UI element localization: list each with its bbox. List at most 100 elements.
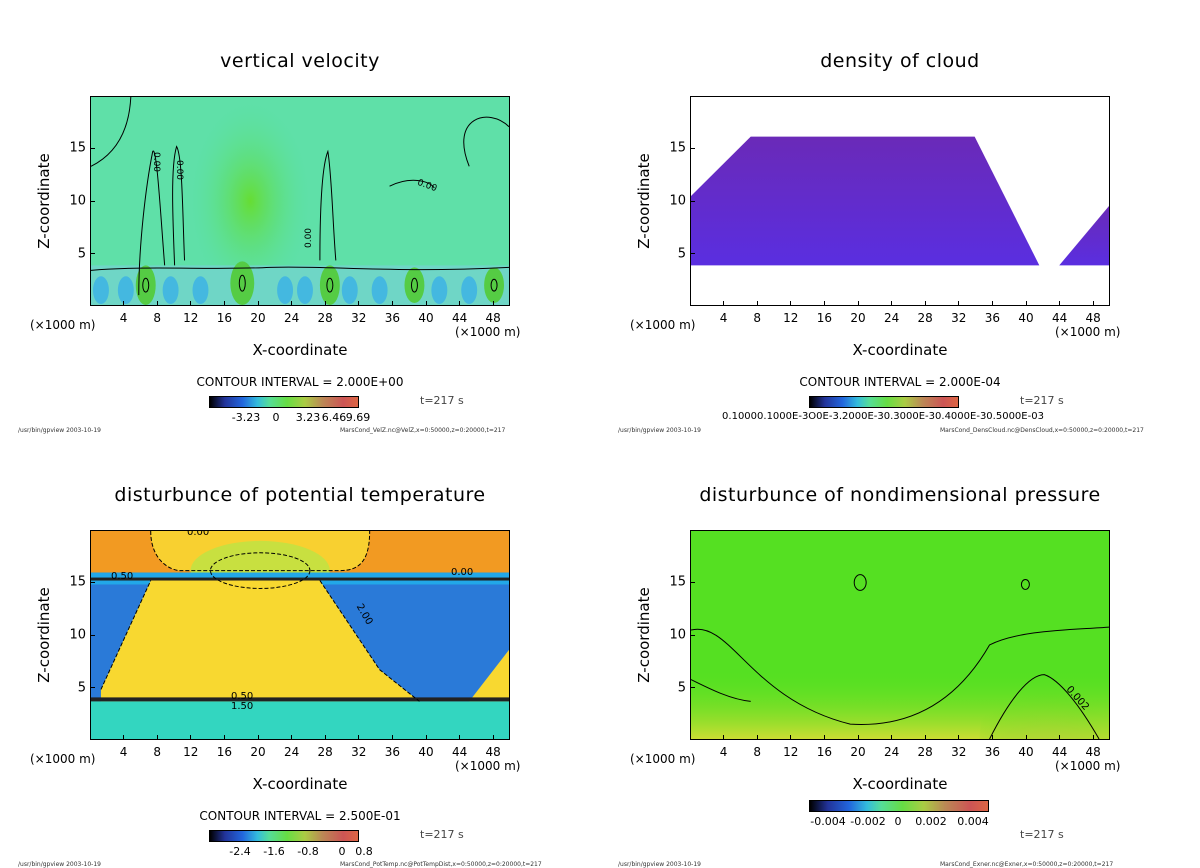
x-tick-mark: [891, 735, 893, 740]
x-unit-right: (×1000 m): [1055, 759, 1121, 773]
x-tick-mark: [291, 735, 293, 740]
x-tick-label: 8: [753, 745, 762, 759]
x-tick-mark: [492, 735, 494, 740]
y-tick-mark: [690, 634, 695, 636]
contour-interval-label: CONTOUR INTERVAL = 2.000E+00: [196, 375, 404, 389]
x-tick-mark: [991, 735, 993, 740]
colorbar-tick-label: -2.4: [229, 845, 251, 858]
colorbar-tick-label: -0.8: [297, 845, 319, 858]
x-tick-mark: [391, 301, 393, 306]
x-tick-mark: [1092, 301, 1094, 306]
x-tick-mark: [1092, 735, 1094, 740]
x-tick-mark: [190, 735, 192, 740]
x-tick-mark: [958, 735, 960, 740]
x-tick-mark: [991, 301, 993, 306]
y-tick-label: 15: [669, 574, 686, 590]
colorbar: [209, 396, 359, 408]
plot-area: 0.00 0.00 0.00 0.00: [90, 96, 510, 306]
x-tick-mark: [823, 735, 825, 740]
y-tick-mark: [90, 687, 95, 688]
y-tick-mark: [690, 253, 695, 254]
x-tick-label: 44: [1051, 311, 1068, 325]
colorbar: [809, 800, 989, 812]
x-tick-mark: [1059, 735, 1061, 740]
colorbar: [809, 396, 959, 408]
contour-label: 0.00: [451, 567, 474, 578]
x-tick-mark: [257, 301, 259, 306]
x-tick-mark: [156, 301, 158, 306]
y-tick-label: 10: [69, 627, 86, 643]
y-tick-label: 15: [69, 574, 86, 590]
x-tick-label: 44: [1051, 745, 1068, 759]
x-tick-label: 8: [753, 311, 762, 325]
x-tick-label: 48: [485, 745, 501, 759]
contour-label: 1.50: [231, 701, 254, 712]
heatmap-field: [91, 531, 509, 739]
x-tick-mark: [1025, 301, 1027, 306]
x-tick-mark: [459, 735, 461, 740]
x-tick-label: 32: [351, 311, 367, 325]
contour-interval-label: CONTOUR INTERVAL = 2.500E-01: [199, 809, 401, 823]
program-footer: /usr/bin/gpview 2003-10-19: [18, 427, 101, 434]
x-tick-label: 12: [783, 311, 799, 325]
x-tick-mark: [823, 301, 825, 306]
x-tick-mark: [1025, 735, 1027, 740]
x-tick-label: 12: [783, 745, 799, 759]
x-tick-label: 4: [719, 745, 728, 759]
file-footer: MarsCond_DensCloud.nc@DensCloud,x=0:5000…: [940, 427, 1144, 434]
y-tick-mark: [90, 148, 95, 149]
x-tick-label: 32: [951, 311, 967, 325]
x-tick-label: 20: [850, 311, 866, 325]
x-tick-mark: [723, 301, 725, 306]
x-tick-label: 48: [1085, 745, 1101, 759]
x-tick-mark: [123, 301, 125, 306]
x-tick-label: 40: [1018, 745, 1034, 759]
x-tick-mark: [324, 301, 326, 306]
x-tick-mark: [358, 301, 360, 306]
file-footer: MarsCond_VelZ.nc@VelZ,x=0:50000,z=0:2000…: [340, 427, 506, 434]
x-tick-mark: [891, 301, 893, 306]
panel-potential-temperature: disturbunce of potential temperature 0.0…: [0, 434, 600, 868]
x-tick-mark: [857, 735, 859, 740]
x-tick-label: 44: [451, 745, 468, 759]
x-tick-mark: [425, 301, 427, 306]
x-tick-label: 44: [451, 311, 468, 325]
x-tick-label: 40: [1018, 311, 1034, 325]
x-tick-mark: [924, 735, 926, 740]
x-tick-label: 28: [917, 745, 933, 759]
contour-interval-label: CONTOUR INTERVAL = 2.000E-04: [799, 375, 1001, 389]
heatmap-field: [691, 97, 1109, 305]
y-tick-label: 5: [77, 246, 86, 262]
x-tick-mark: [1059, 301, 1061, 306]
colorbar-tick-label: -0.002: [850, 815, 886, 828]
x-tick-label: 24: [883, 311, 900, 325]
y-tick-mark: [690, 148, 695, 149]
y-tick-label: 5: [677, 246, 686, 262]
heatmap-field: [91, 97, 509, 305]
x-unit-left: (×1000 m): [30, 318, 96, 332]
x-tick-label: 12: [183, 311, 199, 325]
x-tick-label: 24: [883, 745, 900, 759]
x-tick-label: 48: [1085, 311, 1101, 325]
x-tick-label: 16: [816, 311, 833, 325]
x-tick-mark: [123, 735, 125, 740]
x-tick-label: 36: [984, 311, 1001, 325]
plot-area: 0.00 0.50 0.00 2.00 0.50 1.50: [90, 530, 510, 740]
x-tick-mark: [723, 735, 725, 740]
x-tick-label: 20: [250, 745, 266, 759]
x-tick-mark: [756, 301, 758, 306]
file-footer: MarsCond_Exner.nc@Exner,x=0:50000,z=0:20…: [940, 861, 1114, 868]
colorbar-tick-label: 6.46: [321, 411, 347, 424]
x-tick-mark: [223, 301, 225, 306]
contour-label: 0.00: [174, 159, 185, 181]
x-tick-label: 20: [250, 311, 266, 325]
y-tick-label: 15: [69, 140, 86, 156]
y-tick-label: 10: [669, 193, 686, 209]
plot-area: [690, 96, 1110, 306]
colorbar-tick-label: 0.004: [957, 815, 989, 828]
x-tick-mark: [756, 735, 758, 740]
x-tick-mark: [857, 301, 859, 306]
y-tick-label: 15: [669, 140, 686, 156]
x-tick-label: 28: [917, 311, 933, 325]
x-unit-right: (×1000 m): [1055, 325, 1121, 339]
